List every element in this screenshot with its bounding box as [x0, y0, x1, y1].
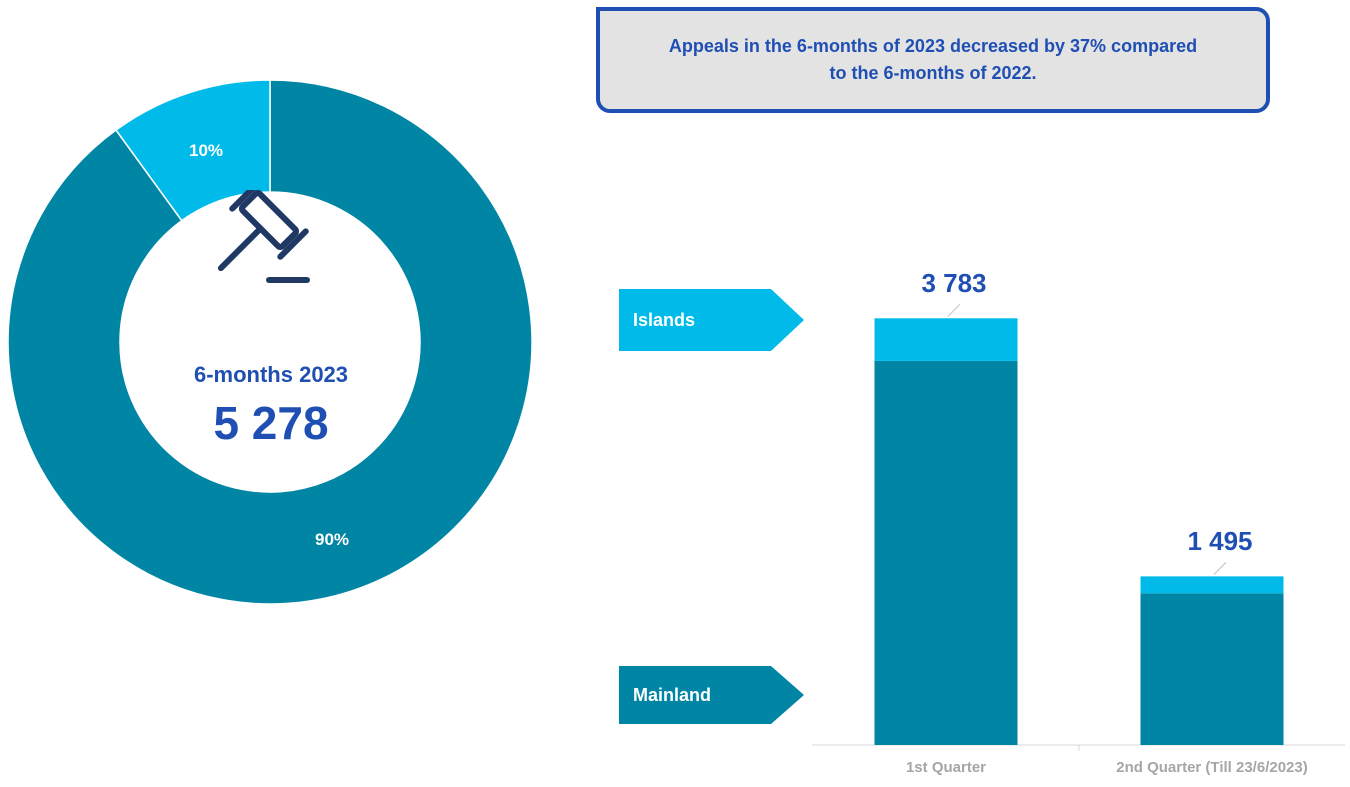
donut-slices — [7, 79, 533, 605]
donut-label-mainland: 90% — [314, 530, 350, 549]
donut-center — [121, 180, 421, 291]
total-leader-line — [947, 303, 961, 317]
bar-segment-mainland — [1140, 593, 1284, 745]
legend-mainland: Mainland — [633, 684, 712, 705]
donut-chart — [7, 79, 533, 605]
gavel-icon — [217, 180, 310, 283]
donut-slice-islands — [114, 79, 271, 222]
donut-slice-mainland — [7, 79, 533, 605]
bar-total-label: 1 495 — [1187, 526, 1253, 557]
bar-segment-mainland — [874, 360, 1018, 745]
islands-arrow-shape — [619, 289, 804, 351]
bar-segment-islands — [1140, 576, 1284, 594]
total-leader-line — [1213, 562, 1227, 575]
donut-center-value: 5 278 — [213, 397, 329, 449]
mainland-arrow-shape — [619, 666, 804, 724]
x-tick-label: 1st Quarter — [905, 759, 987, 776]
summary-callout-text: Appeals in the 6-months of 2023 decrease… — [668, 36, 1198, 83]
bar-chart — [812, 303, 1345, 751]
bar-total-label: 3 783 — [921, 268, 987, 299]
summary-callout: Appeals in the 6-months of 2023 decrease… — [596, 7, 1270, 113]
bar-segment-islands — [874, 318, 1018, 361]
legend-islands: Islands — [633, 309, 696, 330]
donut-label-islands: 10% — [188, 141, 224, 160]
donut-center-label: 6-months 2023 — [193, 362, 349, 387]
x-tick-label: 2nd Quarter (Till 23/6/2023) — [1116, 759, 1308, 776]
